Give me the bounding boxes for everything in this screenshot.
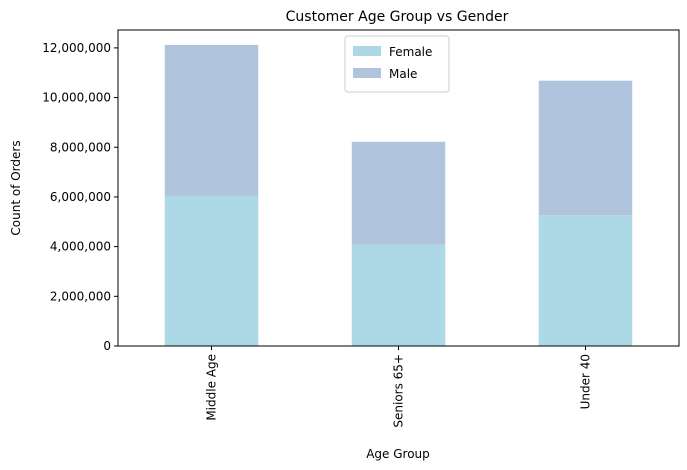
y-tick-label: 8,000,000 bbox=[50, 140, 111, 154]
y-axis-label: Count of Orders bbox=[9, 140, 23, 235]
bar-middle-age-male bbox=[164, 44, 259, 196]
y-tick-label: 0 bbox=[103, 339, 111, 353]
bar-middle-age-female bbox=[164, 195, 259, 346]
y-tick-label: 2,000,000 bbox=[50, 289, 111, 303]
y-tick-label: 4,000,000 bbox=[50, 240, 111, 254]
y-tick-label: 12,000,000 bbox=[42, 41, 111, 55]
y-tick-label: 6,000,000 bbox=[50, 190, 111, 204]
x-tick-label-seniors-65: Seniors 65+ bbox=[392, 354, 406, 428]
y-tick-label: 10,000,000 bbox=[42, 91, 111, 105]
legend-label-female: Female bbox=[389, 45, 432, 59]
legend-swatch-male bbox=[353, 68, 381, 78]
legend-swatch-female bbox=[353, 46, 381, 56]
x-tick-label-middle-age: Middle Age bbox=[205, 354, 219, 421]
bar-under-40-female bbox=[538, 215, 633, 346]
x-axis: Middle Age Seniors 65+ Under 40 bbox=[205, 346, 593, 428]
legend-label-male: Male bbox=[389, 67, 417, 81]
bar-seniors-65-male bbox=[351, 141, 446, 245]
x-axis-label: Age Group bbox=[366, 447, 430, 461]
x-tick-label-under-40: Under 40 bbox=[579, 354, 593, 409]
plot-frame bbox=[117, 29, 680, 347]
bar-under-40-male bbox=[538, 80, 633, 216]
legend: Female Male bbox=[344, 35, 450, 93]
chart-title: Customer Age Group vs Gender bbox=[286, 9, 509, 25]
bars-layer bbox=[164, 44, 633, 346]
bar-seniors-65-female bbox=[351, 244, 446, 346]
y-axis: 0 2,000,000 4,000,000 6,000,000 8,000,000 10,… bbox=[42, 41, 118, 353]
